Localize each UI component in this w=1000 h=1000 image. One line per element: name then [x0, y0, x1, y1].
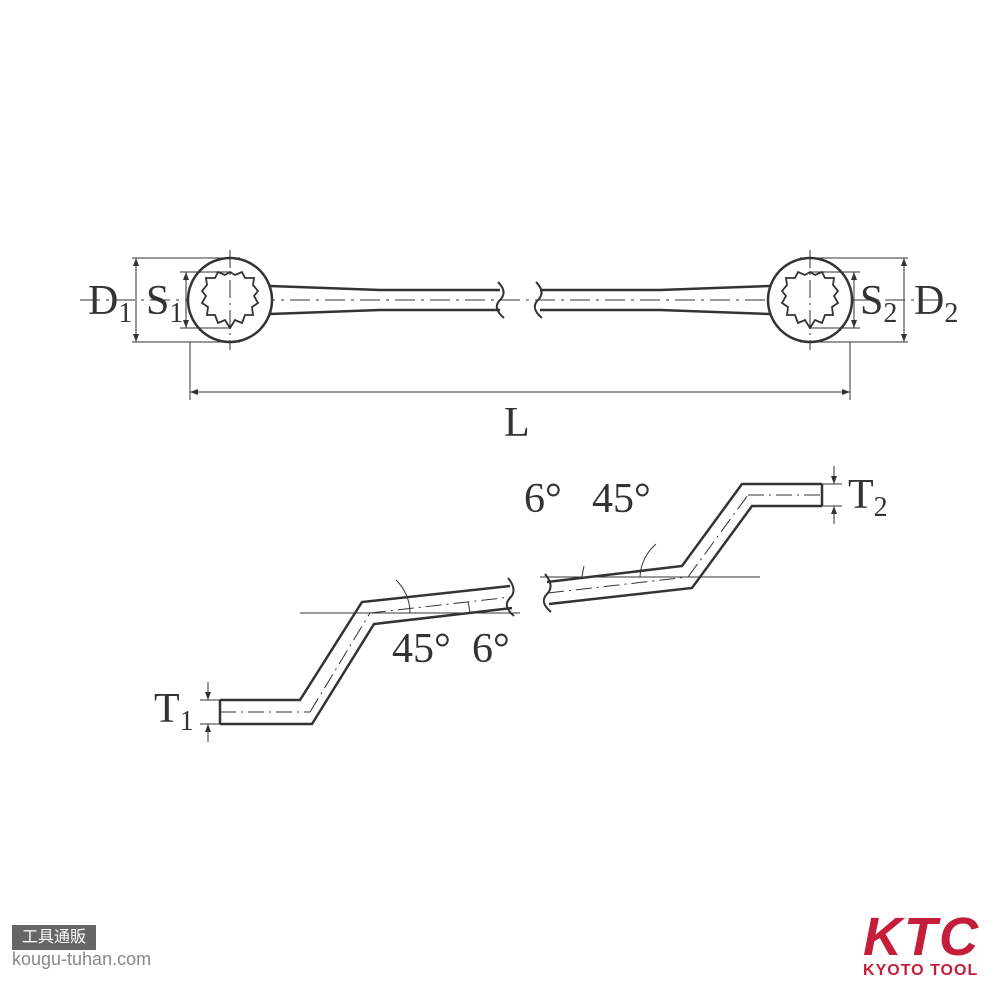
- technical-diagram: D1 S1 S2 D2 L: [0, 0, 1000, 1000]
- label-t1: T1: [154, 686, 194, 737]
- top-view: D1 S1 S2 D2 L: [80, 250, 958, 446]
- label-6-top: 6°: [524, 476, 562, 522]
- brand-text: KYOTO TOOL: [863, 962, 980, 980]
- footer-right: KTC KYOTO TOOL: [863, 913, 980, 980]
- label-45-top: 45°: [592, 476, 651, 522]
- side-view: T1 T2 45° 6° 45° 6°: [154, 466, 888, 742]
- ktc-logo: KTC: [863, 913, 980, 962]
- label-45-bot: 45°: [392, 626, 451, 672]
- label-d2: D2: [914, 278, 958, 329]
- label-6-bot: 6°: [472, 626, 510, 672]
- site-url: kougu-tuhan.com: [12, 949, 151, 970]
- label-s1: S1: [146, 278, 183, 329]
- label-t2: T2: [848, 472, 888, 523]
- label-d1: D1: [88, 278, 132, 329]
- footer-left: 工具通販 kougu-tuhan.com: [12, 923, 151, 970]
- label-s2: S2: [860, 278, 897, 329]
- label-l: L: [504, 400, 530, 446]
- site-tag: 工具通販: [12, 925, 96, 950]
- diagram-svg: D1 S1 S2 D2 L: [0, 0, 1000, 1000]
